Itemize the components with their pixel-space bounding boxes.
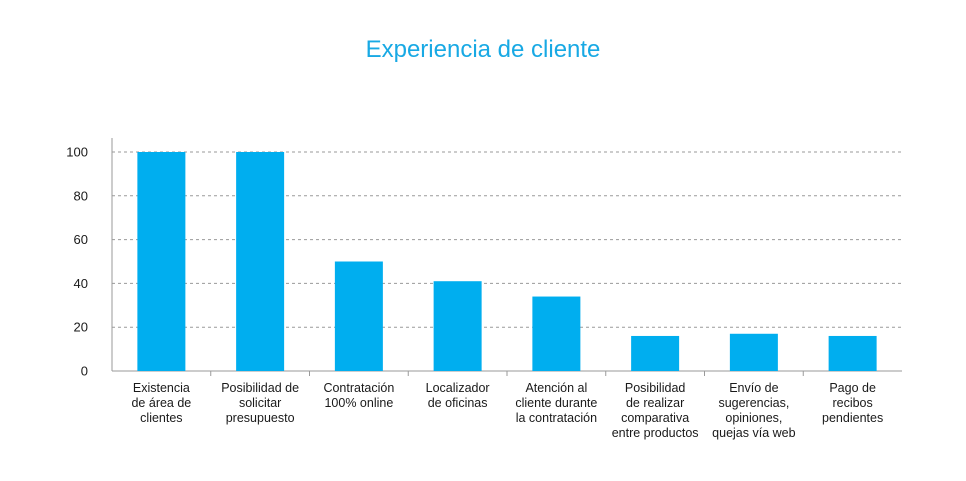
category-label-line: de oficinas [428, 396, 488, 410]
category-label-line: Posibilidad de [221, 381, 299, 395]
category-label-line: Posibilidad [625, 381, 686, 395]
category-label-line: cliente durante [515, 396, 597, 410]
category-label: Envío de sugerencias, opiniones, quejas vía… [712, 381, 795, 440]
bar [828, 335, 877, 371]
category-label: Atención al cliente durante la contratació… [515, 381, 597, 425]
category-label-line: pendientes [822, 411, 883, 425]
category-label-line: Pago de [829, 381, 876, 395]
category-label-line: de área de [131, 396, 191, 410]
category-label-line: solicitar [239, 396, 281, 410]
chart-title: Experiencia de cliente [365, 36, 601, 63]
bar [729, 333, 778, 371]
y-tick-label: 60 [74, 232, 88, 247]
category-label-line: Contratación [323, 381, 394, 395]
category-label-line: Existencia [133, 381, 190, 395]
category-label: Localizador de oficinas [426, 381, 490, 410]
bar [631, 335, 680, 371]
y-tick-label: 20 [74, 320, 88, 335]
category-label-line: quejas vía web [712, 426, 795, 440]
bar [137, 152, 186, 371]
category-label-line: opiniones, [725, 411, 782, 425]
category-label: Pago de recibos pendientes [822, 381, 883, 425]
category-label-line: recibos [832, 396, 872, 410]
bar [236, 152, 285, 371]
category-label: Contratación 100% online [323, 381, 394, 410]
category-label-line: 100% online [324, 396, 393, 410]
y-tick-label: 80 [74, 188, 88, 203]
category-label-line: de realizar [626, 396, 684, 410]
category-label-line: entre productos [612, 426, 699, 440]
category-label-line: comparativa [621, 411, 689, 425]
bar [334, 261, 383, 371]
category-label-line: clientes [140, 411, 182, 425]
y-tick-label: 40 [74, 276, 88, 291]
category-label-line: sugerencias, [718, 396, 789, 410]
y-tick-label: 0 [81, 364, 88, 379]
category-label: Posibilidad de realizar comparativa entre p… [612, 381, 699, 440]
category-label: Existencia de área de clientes [131, 381, 191, 425]
category-label-line: Envío de [729, 381, 778, 395]
category-label-line: la contratación [516, 411, 597, 425]
category-label: Posibilidad de solicitar presupuesto [221, 381, 299, 425]
bar [532, 296, 581, 371]
bar [433, 281, 482, 371]
category-label-line: presupuesto [226, 411, 295, 425]
category-label-line: Localizador [426, 381, 490, 395]
category-label-line: Atención al [525, 381, 587, 395]
y-tick-label: 100 [66, 145, 88, 160]
